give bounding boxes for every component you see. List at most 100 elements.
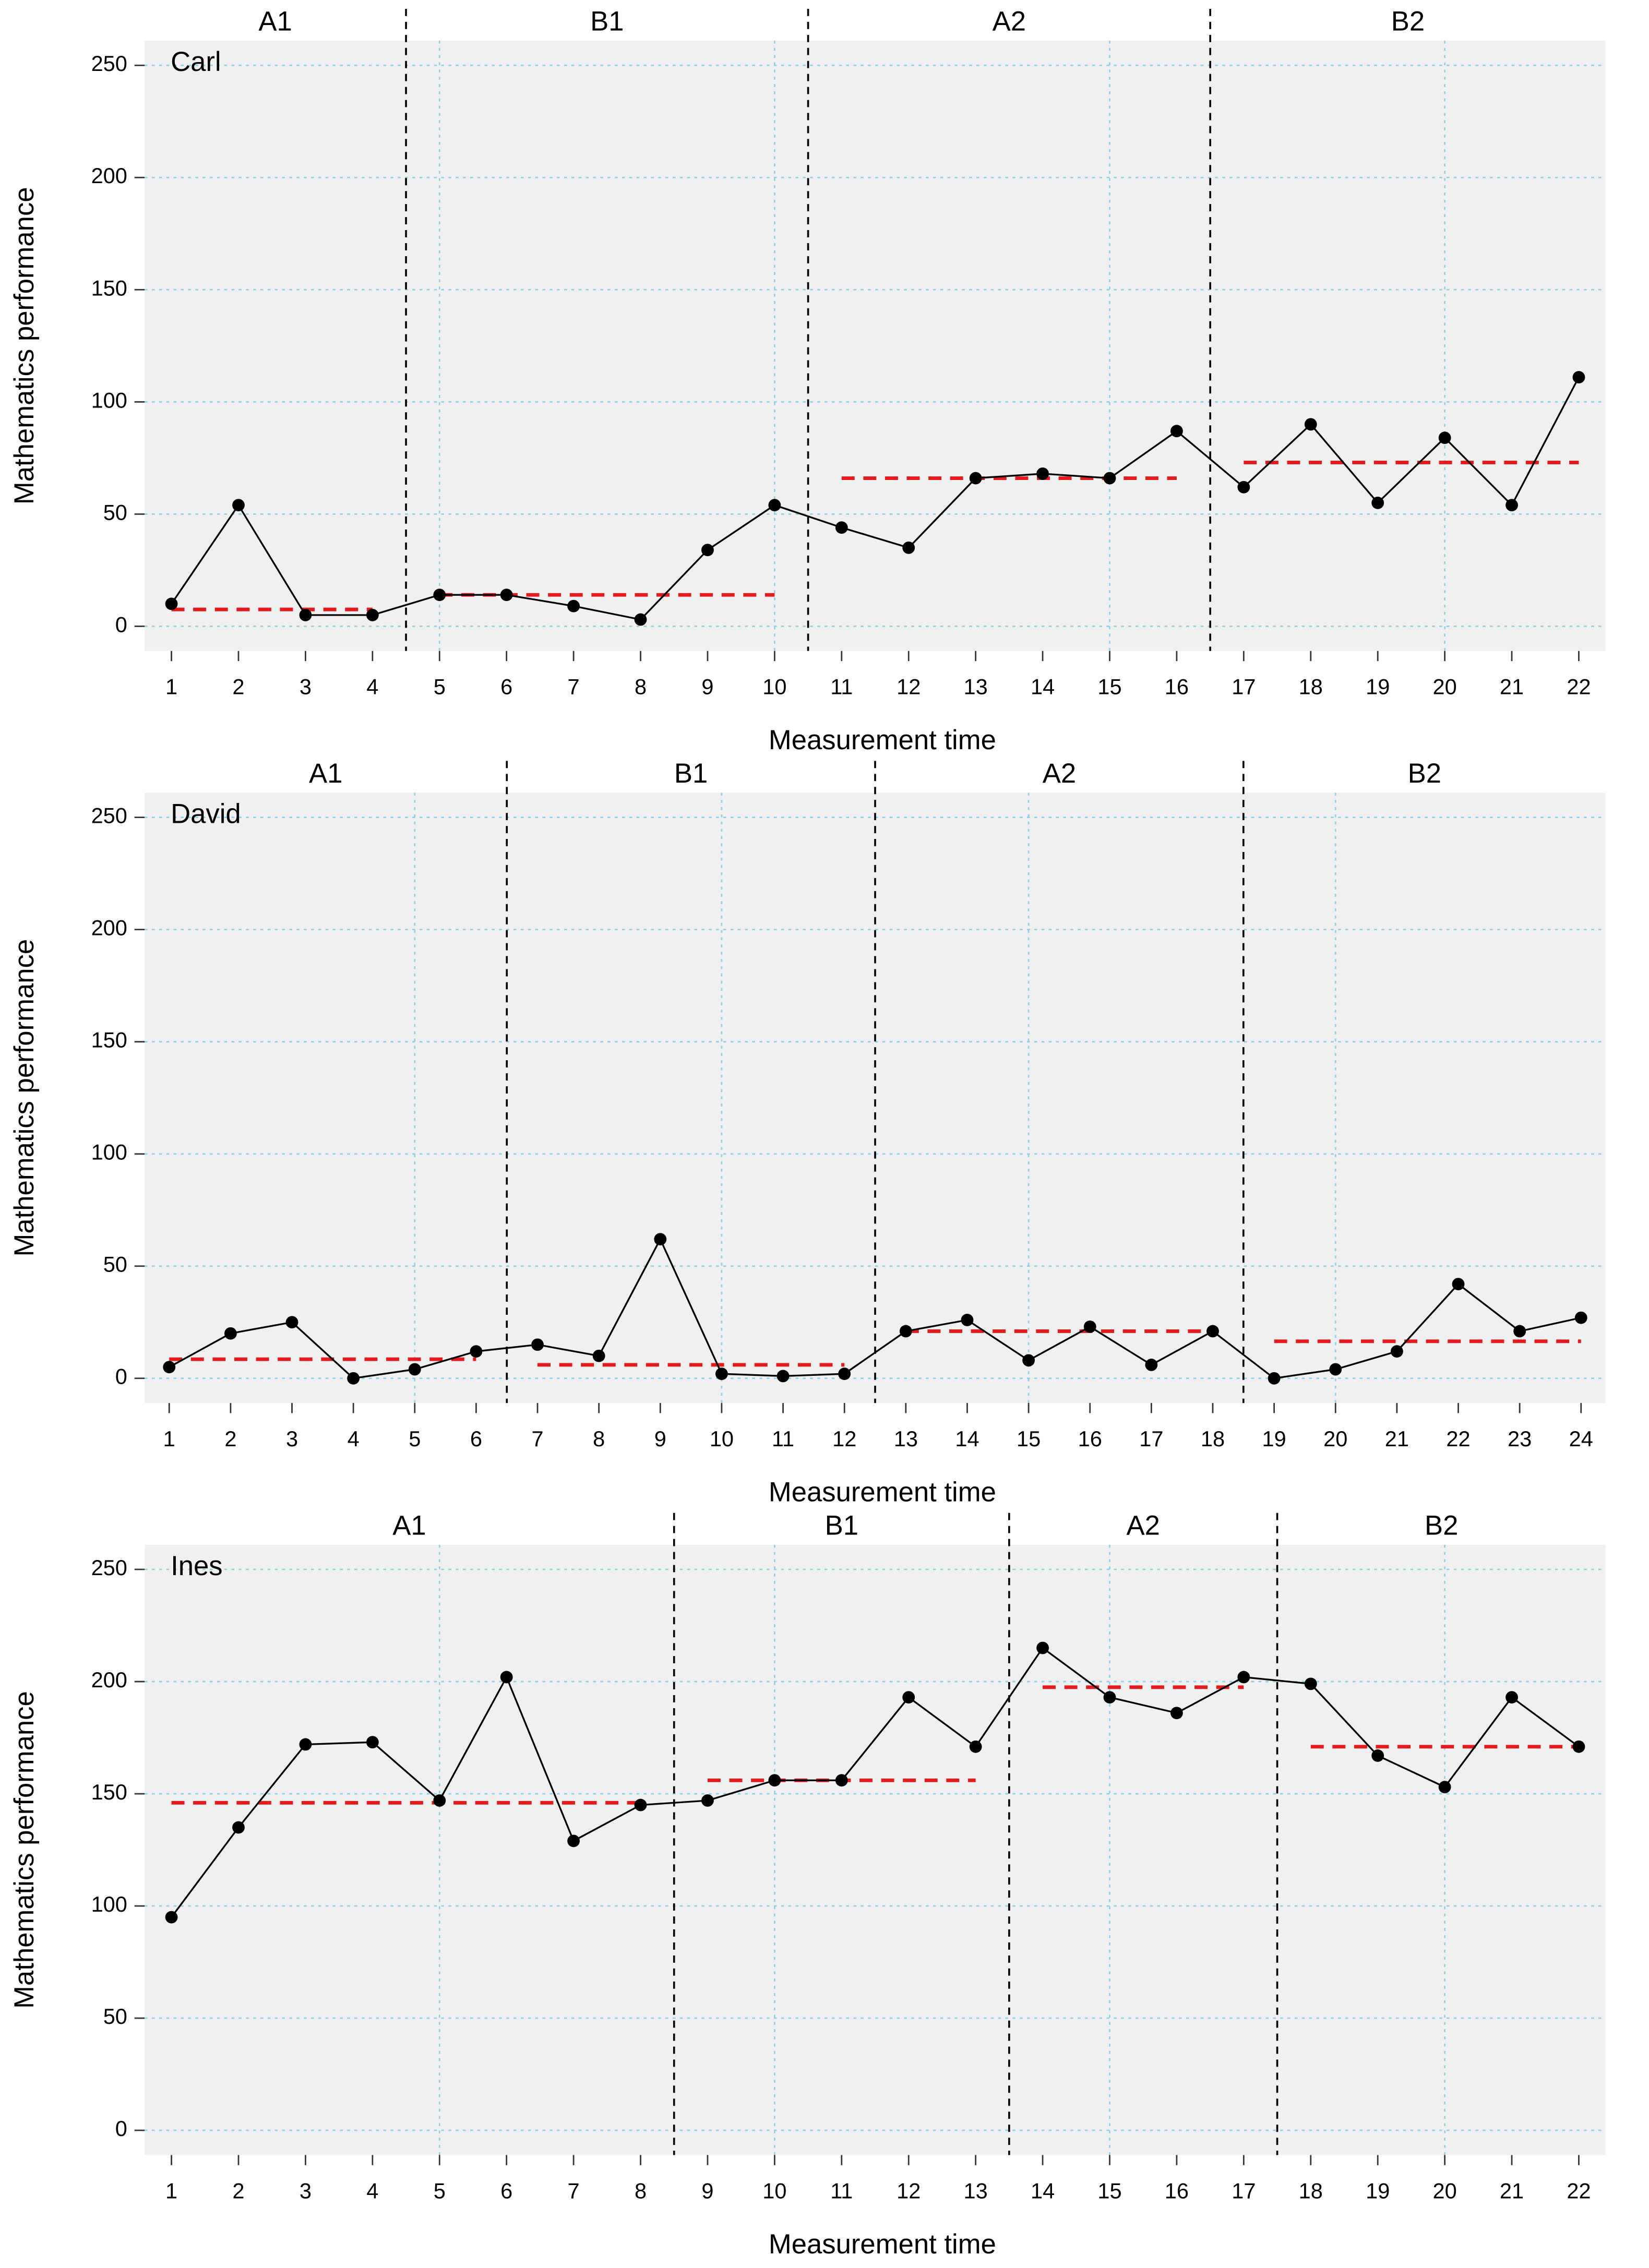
data-point <box>408 1363 421 1376</box>
data-point <box>1572 371 1585 383</box>
x-tick-label: 9 <box>654 1426 666 1451</box>
x-tick-label: 18 <box>1299 2179 1323 2203</box>
y-tick-label: 250 <box>91 1555 127 1580</box>
y-tick-label: 250 <box>91 803 127 828</box>
x-tick-label: 4 <box>366 2179 378 2203</box>
x-tick-label: 7 <box>568 675 580 699</box>
x-tick-label: 17 <box>1139 1426 1163 1451</box>
x-tick-label: 15 <box>1097 675 1121 699</box>
data-point <box>776 1370 790 1383</box>
data-point <box>366 608 379 621</box>
data-point <box>1572 1740 1585 1753</box>
data-point <box>592 1349 605 1362</box>
x-tick-label: 20 <box>1433 2179 1457 2203</box>
data-point <box>1022 1354 1035 1367</box>
x-tick-label: 19 <box>1366 675 1390 699</box>
data-point <box>1371 496 1384 509</box>
y-tick-label: 150 <box>91 1780 127 1804</box>
data-point <box>835 1774 848 1787</box>
phase-label: A2 <box>1127 1510 1160 1541</box>
plot-background <box>145 40 1606 651</box>
x-tick-label: 1 <box>165 675 177 699</box>
y-tick-label: 150 <box>91 1028 127 1052</box>
data-line <box>169 1237 1582 1379</box>
data-point <box>1206 1325 1219 1338</box>
plot-background <box>145 1544 1606 2155</box>
x-tick-label: 5 <box>409 1426 421 1451</box>
x-tick-label: 18 <box>1299 675 1323 699</box>
x-tick-label: 7 <box>531 1426 543 1451</box>
y-axis-title: Mathematics performance <box>9 939 40 1257</box>
data-point <box>567 1834 580 1847</box>
data-point <box>1237 1671 1250 1684</box>
data-point <box>1268 1372 1281 1385</box>
phase-label: A2 <box>993 6 1026 37</box>
y-tick-label: 0 <box>115 1364 127 1389</box>
data-point <box>299 1738 312 1751</box>
x-tick-label: 14 <box>1031 2179 1055 2203</box>
data-point <box>634 613 647 626</box>
data-point <box>347 1372 360 1385</box>
data-point <box>1390 1345 1403 1358</box>
x-tick-label: 9 <box>701 2179 713 2203</box>
data-point <box>165 1911 178 1924</box>
data-point <box>567 599 580 613</box>
data-point <box>232 1821 245 1834</box>
data-point <box>961 1314 974 1326</box>
data-point <box>715 1367 728 1381</box>
phase-label: A1 <box>309 758 342 789</box>
x-tick-label: 2 <box>224 1426 236 1451</box>
data-point <box>1505 499 1518 512</box>
x-tick-label: 22 <box>1567 675 1591 699</box>
y-tick-label: 50 <box>103 2004 127 2029</box>
x-tick-label: 3 <box>300 2179 312 2203</box>
data-point <box>1170 1707 1183 1720</box>
data-point <box>366 1736 379 1749</box>
data-point <box>969 472 982 485</box>
x-tick-label: 1 <box>163 1426 175 1451</box>
x-tick-label: 8 <box>635 675 647 699</box>
x-tick-label: 16 <box>1165 675 1189 699</box>
y-tick-label: 0 <box>115 2116 127 2141</box>
y-axis-title: Mathematics performance <box>9 187 40 505</box>
x-tick-label: 14 <box>1031 675 1055 699</box>
phase-label: A2 <box>1043 758 1076 789</box>
x-tick-label: 21 <box>1500 2179 1524 2203</box>
x-tick-label: 24 <box>1569 1426 1593 1451</box>
data-point <box>1513 1325 1526 1338</box>
data-point <box>1237 481 1250 494</box>
phase-label: A1 <box>258 6 292 37</box>
x-tick-label: 20 <box>1433 675 1457 699</box>
x-tick-label: 13 <box>964 675 988 699</box>
data-point <box>232 499 245 512</box>
data-point <box>654 1233 667 1246</box>
data-point <box>1371 1749 1384 1762</box>
x-tick-label: 5 <box>434 675 446 699</box>
data-point <box>899 1325 912 1338</box>
data-point <box>838 1367 851 1381</box>
panel-label: Ines <box>171 1551 223 1581</box>
x-tick-label: 7 <box>568 2179 580 2203</box>
x-tick-label: 2 <box>232 2179 244 2203</box>
data-point <box>1304 418 1317 431</box>
x-tick-label: 14 <box>955 1426 979 1451</box>
x-tick-label: 15 <box>1017 1426 1041 1451</box>
data-point <box>701 1794 714 1807</box>
x-tick-label: 4 <box>366 675 378 699</box>
data-point <box>1438 1781 1451 1794</box>
data-point <box>1170 425 1183 438</box>
x-tick-label: 2 <box>232 675 244 699</box>
data-point <box>165 597 178 610</box>
x-tick-label: 11 <box>830 675 853 699</box>
x-tick-label: 16 <box>1078 1426 1102 1451</box>
data-point <box>1438 431 1451 445</box>
data-point <box>1329 1363 1342 1376</box>
x-axis-title: Measurement time <box>769 725 996 755</box>
y-tick-label: 250 <box>91 51 127 76</box>
y-tick-label: 150 <box>91 275 127 300</box>
data-point <box>1505 1691 1518 1704</box>
data-point <box>500 589 513 602</box>
phase-label: A1 <box>392 1510 426 1541</box>
y-tick-label: 100 <box>91 1140 127 1165</box>
